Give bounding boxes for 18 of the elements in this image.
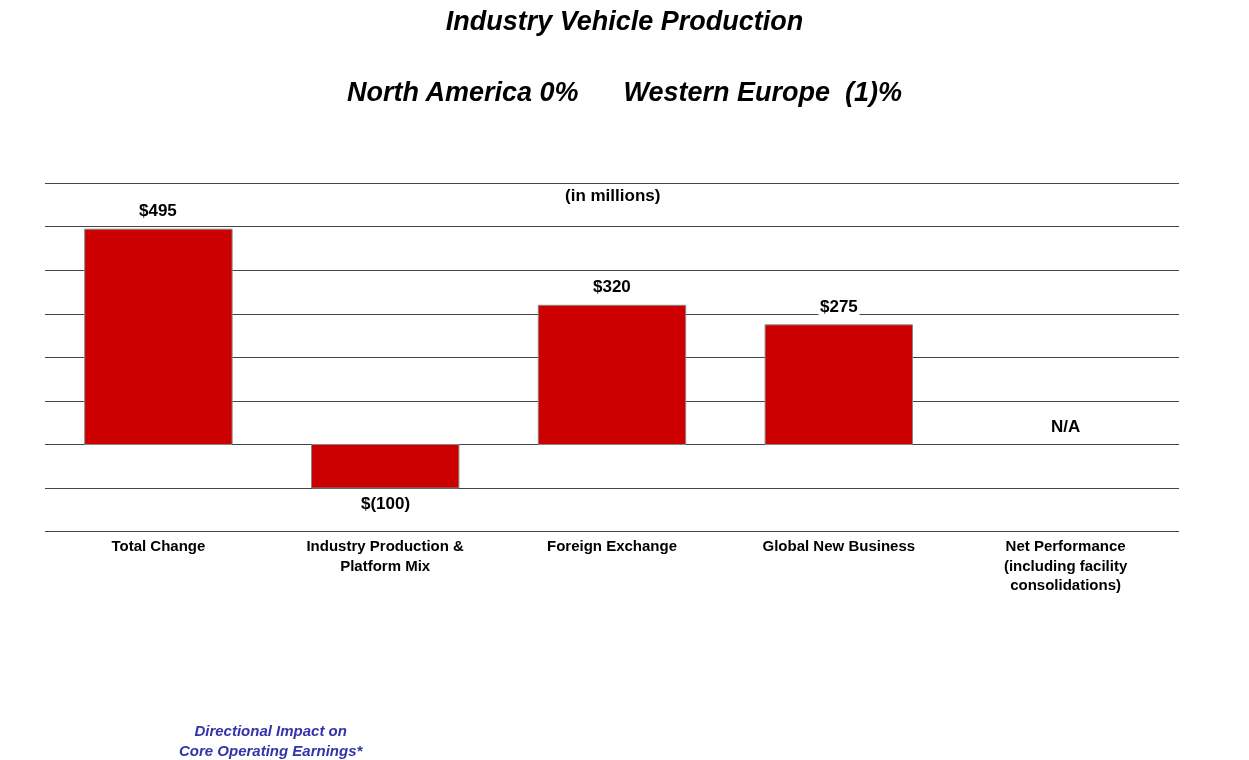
bar [84,228,233,446]
x-tick-label: Global New Business [762,537,916,554]
data-label: $320 [593,277,631,296]
chart-title: Industry Vehicle Production [445,6,804,37]
bar [537,304,687,446]
text: Directional Impact on Core Operating Earnings* [179,722,364,759]
x-tick-label: Total Change [111,537,206,554]
data-label: $(100) [361,494,411,513]
bar [310,444,460,489]
x-tick-label: Net Performance (including facility consolidations) [1003,537,1128,593]
text: N/A [1051,417,1081,436]
data-label: $275 [820,297,858,316]
x-tick-label: Foreign Exchange [546,537,678,554]
data-label: $495 [139,201,177,220]
chart-subtitle: North America 0% Western Europe (1)% [346,76,903,107]
x-tick-label: Industry Production & Platform Mix [306,537,465,574]
bar [764,324,914,446]
text: (in millions) [565,186,661,205]
